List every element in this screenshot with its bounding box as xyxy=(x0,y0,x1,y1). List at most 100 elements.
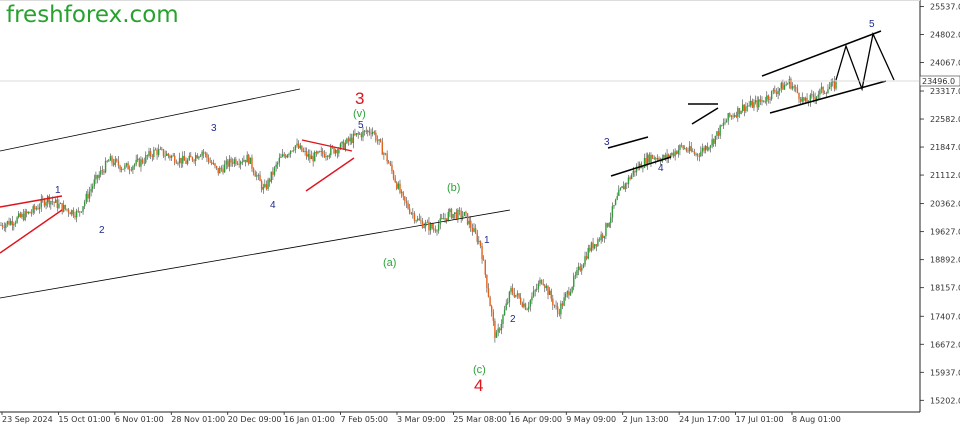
candle-body xyxy=(762,100,765,102)
y-tick-label: 24802.0 xyxy=(930,30,960,39)
candle-body xyxy=(515,295,517,297)
candle-body xyxy=(322,150,324,155)
candle-body xyxy=(259,174,261,182)
candle-body xyxy=(561,303,564,306)
candle-body xyxy=(679,145,681,150)
candle-body xyxy=(46,196,49,203)
candle-body xyxy=(29,211,31,214)
candle-body xyxy=(825,92,828,94)
candle-body xyxy=(124,165,126,169)
y-tick-label: 23317.0 xyxy=(930,87,960,96)
wave-label-a-green: (a) xyxy=(383,257,396,269)
candle-body xyxy=(756,100,758,108)
candle-body xyxy=(780,82,782,89)
candle-body xyxy=(209,162,211,163)
candle-body xyxy=(391,164,393,172)
candle-body xyxy=(194,155,197,162)
candle-body xyxy=(584,256,586,265)
candle-body xyxy=(349,137,351,142)
candle-body xyxy=(719,125,721,136)
candle-body xyxy=(425,222,427,227)
candle-body xyxy=(505,303,507,310)
candle-body xyxy=(82,206,84,212)
candle-body xyxy=(34,206,36,210)
x-tick-label: 9 May 09:00 xyxy=(566,415,616,424)
candle-body xyxy=(40,199,42,208)
candle-body xyxy=(751,100,754,108)
candle-body xyxy=(519,297,522,304)
candle-body xyxy=(491,306,493,313)
candle-body xyxy=(415,220,417,222)
candle-body xyxy=(782,82,784,90)
candle-body xyxy=(63,204,65,212)
candle-body xyxy=(289,150,292,155)
candle-body xyxy=(582,264,585,268)
candle-body xyxy=(643,157,646,168)
candle-body xyxy=(750,100,752,106)
candle-body xyxy=(830,82,832,87)
candle-body xyxy=(621,186,623,189)
candle-body xyxy=(466,213,469,225)
candle-body xyxy=(203,151,205,154)
candle-body xyxy=(159,148,161,150)
candle-body xyxy=(339,143,342,150)
candle-body xyxy=(172,155,174,157)
candle-body xyxy=(80,211,83,213)
candle-body xyxy=(143,162,145,164)
candle-body xyxy=(577,266,580,270)
candle-body xyxy=(8,221,10,225)
candle-body xyxy=(268,179,271,182)
candle-body xyxy=(635,166,638,173)
candle-body xyxy=(360,133,363,138)
candle-body xyxy=(61,203,63,212)
x-tick-label: 8 Aug 01:00 xyxy=(792,415,841,424)
candle-body xyxy=(616,196,618,200)
candle-body xyxy=(220,167,223,169)
candle-body xyxy=(632,170,634,175)
wave-label-3-blue: 3 xyxy=(211,123,217,134)
candle-body xyxy=(566,291,569,294)
candle-body xyxy=(458,209,461,211)
candle-body xyxy=(516,293,519,296)
candle-body xyxy=(735,115,737,117)
x-tick-label: 20 Dec 09:00 xyxy=(228,415,282,424)
candle-body xyxy=(499,328,501,331)
candle-body xyxy=(378,139,380,141)
candle-body xyxy=(508,291,511,303)
candle-body xyxy=(3,226,5,229)
candle-body xyxy=(737,108,739,117)
candle-body xyxy=(297,143,300,149)
candle-body xyxy=(445,218,448,221)
channel-right-lower xyxy=(769,80,887,114)
candle-body xyxy=(386,153,388,162)
candle-body xyxy=(379,139,382,142)
candle-body xyxy=(302,151,305,152)
candle-body xyxy=(680,145,683,146)
candle-body xyxy=(190,155,192,158)
candle-body xyxy=(793,86,795,88)
candle-body xyxy=(93,179,96,187)
candle-body xyxy=(270,171,272,182)
candle-body xyxy=(827,89,829,94)
candle-body xyxy=(375,132,377,141)
candle-body xyxy=(204,153,207,155)
candle-body xyxy=(492,312,495,321)
candle-body xyxy=(310,155,313,160)
candle-body xyxy=(87,193,89,199)
wedge-b-lower xyxy=(691,107,719,125)
candle-body xyxy=(17,213,20,218)
candle-body xyxy=(359,133,361,135)
candle-body xyxy=(452,213,454,219)
candle-body xyxy=(186,160,189,164)
candle-body xyxy=(285,155,287,158)
current-price-label: 23496.0 xyxy=(922,77,955,86)
candle-body xyxy=(429,223,432,231)
candle-body xyxy=(320,150,322,152)
x-tick-label: 17 Jul 01:00 xyxy=(736,415,784,424)
candle-body xyxy=(413,213,416,221)
candle-body xyxy=(664,155,667,159)
candle-body xyxy=(117,160,120,166)
candle-body xyxy=(482,259,485,261)
candle-body xyxy=(240,161,242,165)
candle-body xyxy=(812,94,815,98)
